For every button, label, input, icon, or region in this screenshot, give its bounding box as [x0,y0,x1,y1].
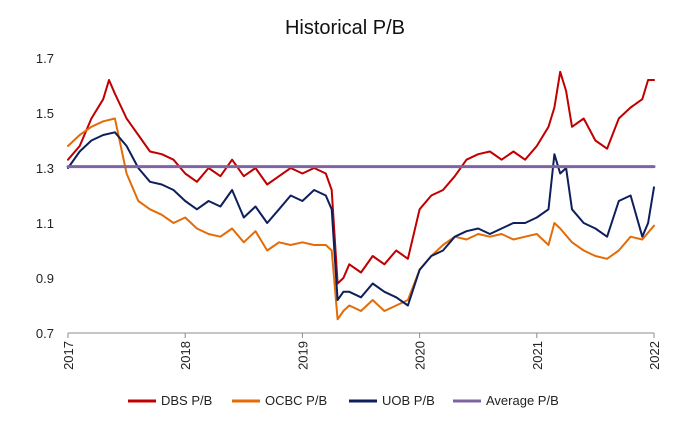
x-axis: 2017 2018 2019 2020 2021 2022 [61,333,662,370]
legend-label-dbs-p-b: DBS P/B [161,393,212,408]
uob-p-b-line [67,131,655,307]
legend-label-uob-p-b: UOB P/B [382,393,435,408]
x-tick-label: 2019 [295,341,310,370]
legend-label-average-p-b: Average P/B [486,393,559,408]
legend-label-ocbc-p-b: OCBC P/B [265,393,327,408]
legend: DBS P/B OCBC P/B UOB P/B Average P/B [128,393,559,408]
y-tick-label: 0.7 [36,326,54,341]
y-tick-label: 0.9 [36,271,54,286]
x-tick-label: 2020 [413,341,428,370]
y-tick-label: 1.5 [36,106,54,121]
ocbc-p-b-line [67,117,655,321]
y-axis: 0.7 0.9 1.1 1.3 1.5 1.7 [36,51,54,341]
x-tick-label: 2017 [61,341,76,370]
y-tick-label: 1.1 [36,216,54,231]
x-tick-label: 2021 [530,341,545,370]
y-tick-label: 1.7 [36,51,54,66]
x-tick-label: 2022 [647,341,662,370]
plot-area [66,70,656,321]
x-tick-label: 2018 [178,341,193,370]
chart-title: Historical P/B [285,17,405,39]
y-tick-label: 1.3 [36,161,54,176]
dbs-p-b-line [67,70,655,285]
